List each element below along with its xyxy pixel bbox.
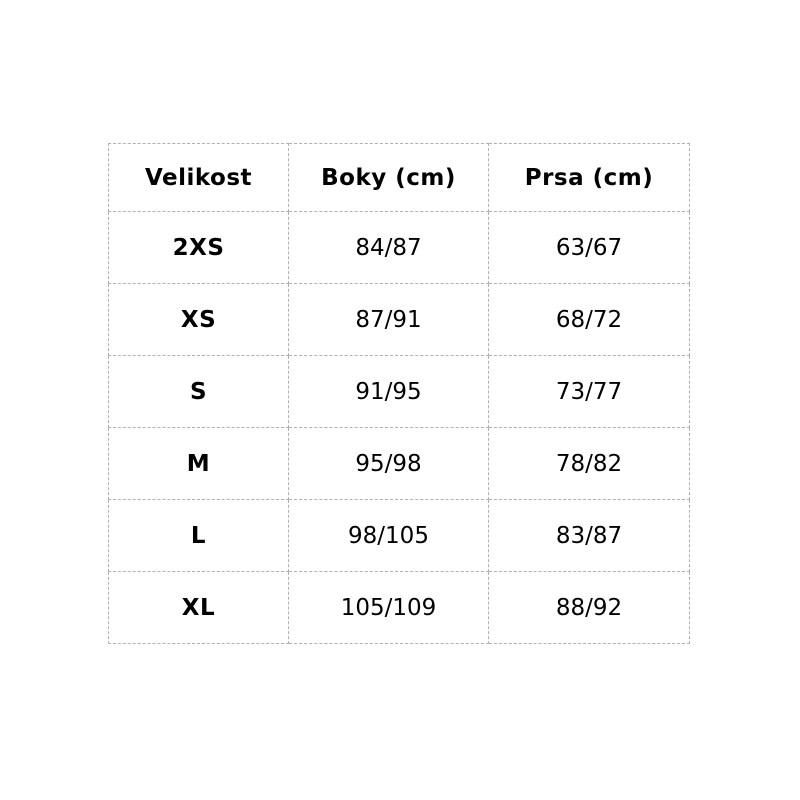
size-cell: L (108, 499, 289, 572)
prsa-cell: 68/72 (488, 283, 690, 356)
table-row: M 95/98 78/82 (108, 427, 690, 500)
size-cell: 2XS (108, 211, 289, 284)
column-header-velikost: Velikost (108, 143, 289, 212)
size-cell: XS (108, 283, 289, 356)
prsa-cell: 83/87 (488, 499, 690, 572)
column-header-boky: Boky (cm) (288, 143, 489, 212)
boky-cell: 84/87 (288, 211, 489, 284)
size-cell: XL (108, 571, 289, 644)
prsa-cell: 88/92 (488, 571, 690, 644)
table-row: S 91/95 73/77 (108, 355, 690, 428)
boky-cell: 98/105 (288, 499, 489, 572)
table-row: XS 87/91 68/72 (108, 283, 690, 356)
boky-cell: 87/91 (288, 283, 489, 356)
table-row: 2XS 84/87 63/67 (108, 211, 690, 284)
prsa-cell: 73/77 (488, 355, 690, 428)
prsa-cell: 78/82 (488, 427, 690, 500)
size-chart-table: Velikost Boky (cm) Prsa (cm) 2XS 84/87 6… (108, 143, 690, 644)
table-row: XL 105/109 88/92 (108, 571, 690, 644)
size-cell: S (108, 355, 289, 428)
boky-cell: 95/98 (288, 427, 489, 500)
boky-cell: 91/95 (288, 355, 489, 428)
size-cell: M (108, 427, 289, 500)
prsa-cell: 63/67 (488, 211, 690, 284)
header-row: Velikost Boky (cm) Prsa (cm) (108, 143, 690, 212)
column-header-prsa: Prsa (cm) (488, 143, 690, 212)
table-row: L 98/105 83/87 (108, 499, 690, 572)
boky-cell: 105/109 (288, 571, 489, 644)
